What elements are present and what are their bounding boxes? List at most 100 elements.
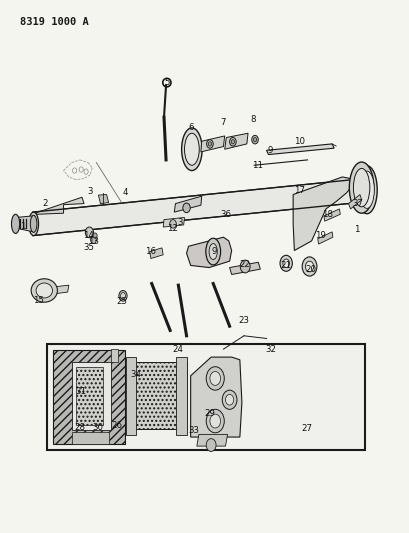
Circle shape bbox=[229, 138, 236, 146]
Ellipse shape bbox=[209, 244, 217, 260]
Polygon shape bbox=[190, 357, 241, 437]
Ellipse shape bbox=[205, 238, 220, 265]
Text: 9: 9 bbox=[211, 247, 216, 256]
Ellipse shape bbox=[359, 171, 373, 208]
Polygon shape bbox=[266, 144, 333, 155]
Ellipse shape bbox=[36, 283, 52, 298]
Circle shape bbox=[119, 290, 127, 301]
Text: 27: 27 bbox=[301, 424, 311, 433]
Text: 32: 32 bbox=[265, 345, 275, 353]
Bar bbox=[126, 357, 136, 435]
Circle shape bbox=[251, 135, 258, 144]
Circle shape bbox=[120, 293, 125, 299]
Polygon shape bbox=[186, 237, 231, 268]
Text: 1: 1 bbox=[20, 222, 25, 231]
Text: 14: 14 bbox=[83, 231, 93, 240]
Circle shape bbox=[182, 203, 190, 213]
Circle shape bbox=[240, 260, 249, 273]
Text: 19: 19 bbox=[315, 231, 325, 240]
Circle shape bbox=[225, 394, 233, 405]
Ellipse shape bbox=[348, 162, 373, 213]
Polygon shape bbox=[98, 195, 108, 204]
Text: 29: 29 bbox=[204, 409, 215, 417]
Ellipse shape bbox=[29, 212, 38, 236]
Ellipse shape bbox=[11, 214, 20, 233]
Text: 21: 21 bbox=[280, 261, 291, 270]
Text: 8: 8 bbox=[250, 116, 256, 124]
Circle shape bbox=[301, 257, 316, 276]
Text: 2: 2 bbox=[42, 199, 48, 208]
Circle shape bbox=[208, 142, 211, 146]
Text: 23: 23 bbox=[238, 317, 249, 325]
Text: 26: 26 bbox=[111, 421, 122, 430]
Bar bbox=[47, 344, 364, 450]
Bar bbox=[110, 349, 118, 362]
Text: 16: 16 bbox=[145, 247, 156, 256]
Text: 8319 1000 A: 8319 1000 A bbox=[20, 17, 89, 27]
Text: 36: 36 bbox=[220, 210, 231, 219]
Polygon shape bbox=[16, 216, 34, 232]
Ellipse shape bbox=[184, 133, 199, 165]
Polygon shape bbox=[149, 248, 163, 259]
Bar bbox=[72, 432, 108, 444]
Polygon shape bbox=[224, 133, 247, 149]
Ellipse shape bbox=[30, 215, 37, 232]
Ellipse shape bbox=[356, 166, 376, 214]
Circle shape bbox=[90, 236, 96, 244]
Polygon shape bbox=[292, 177, 352, 251]
Text: 28: 28 bbox=[74, 423, 85, 432]
Text: 11: 11 bbox=[252, 161, 262, 169]
Polygon shape bbox=[323, 209, 339, 221]
Text: 15: 15 bbox=[33, 296, 43, 305]
Text: 20: 20 bbox=[305, 265, 315, 273]
Circle shape bbox=[231, 140, 234, 144]
Circle shape bbox=[206, 409, 224, 433]
Text: 3: 3 bbox=[177, 219, 183, 227]
Circle shape bbox=[253, 138, 256, 142]
Circle shape bbox=[282, 259, 289, 268]
Bar bbox=[176, 357, 186, 435]
Ellipse shape bbox=[181, 128, 202, 171]
Text: 6: 6 bbox=[187, 124, 193, 132]
Polygon shape bbox=[35, 197, 84, 214]
Circle shape bbox=[222, 390, 236, 409]
Text: 4: 4 bbox=[122, 189, 128, 197]
Circle shape bbox=[93, 233, 97, 238]
Text: 30: 30 bbox=[92, 423, 103, 432]
Text: 22: 22 bbox=[239, 261, 250, 269]
Text: 7: 7 bbox=[220, 118, 226, 127]
Text: 17: 17 bbox=[293, 186, 304, 195]
Bar bbox=[127, 362, 186, 429]
Circle shape bbox=[209, 414, 220, 428]
Polygon shape bbox=[317, 232, 332, 244]
Circle shape bbox=[305, 261, 313, 272]
Text: 25: 25 bbox=[117, 297, 127, 305]
Polygon shape bbox=[200, 136, 224, 152]
Bar bbox=[53, 350, 125, 444]
Polygon shape bbox=[33, 178, 368, 236]
Text: 13: 13 bbox=[88, 238, 99, 246]
Polygon shape bbox=[348, 195, 361, 209]
Text: 37: 37 bbox=[351, 199, 362, 208]
Polygon shape bbox=[163, 217, 184, 227]
Text: 31: 31 bbox=[76, 387, 86, 396]
Circle shape bbox=[169, 220, 176, 228]
Circle shape bbox=[279, 255, 292, 271]
Text: 35: 35 bbox=[84, 243, 94, 252]
Text: 33: 33 bbox=[188, 426, 198, 435]
Ellipse shape bbox=[31, 279, 57, 302]
Text: 24: 24 bbox=[173, 345, 183, 353]
Text: 1: 1 bbox=[353, 225, 359, 233]
Text: 18: 18 bbox=[321, 210, 332, 219]
Circle shape bbox=[206, 140, 213, 148]
Ellipse shape bbox=[353, 168, 369, 207]
Polygon shape bbox=[196, 434, 227, 446]
Circle shape bbox=[85, 227, 93, 238]
Circle shape bbox=[206, 439, 216, 451]
Polygon shape bbox=[35, 285, 69, 296]
Bar bbox=[72, 362, 110, 430]
Text: 5: 5 bbox=[164, 78, 170, 87]
Text: 34: 34 bbox=[130, 370, 141, 378]
Text: 12: 12 bbox=[166, 224, 177, 232]
Text: 10: 10 bbox=[293, 137, 304, 146]
